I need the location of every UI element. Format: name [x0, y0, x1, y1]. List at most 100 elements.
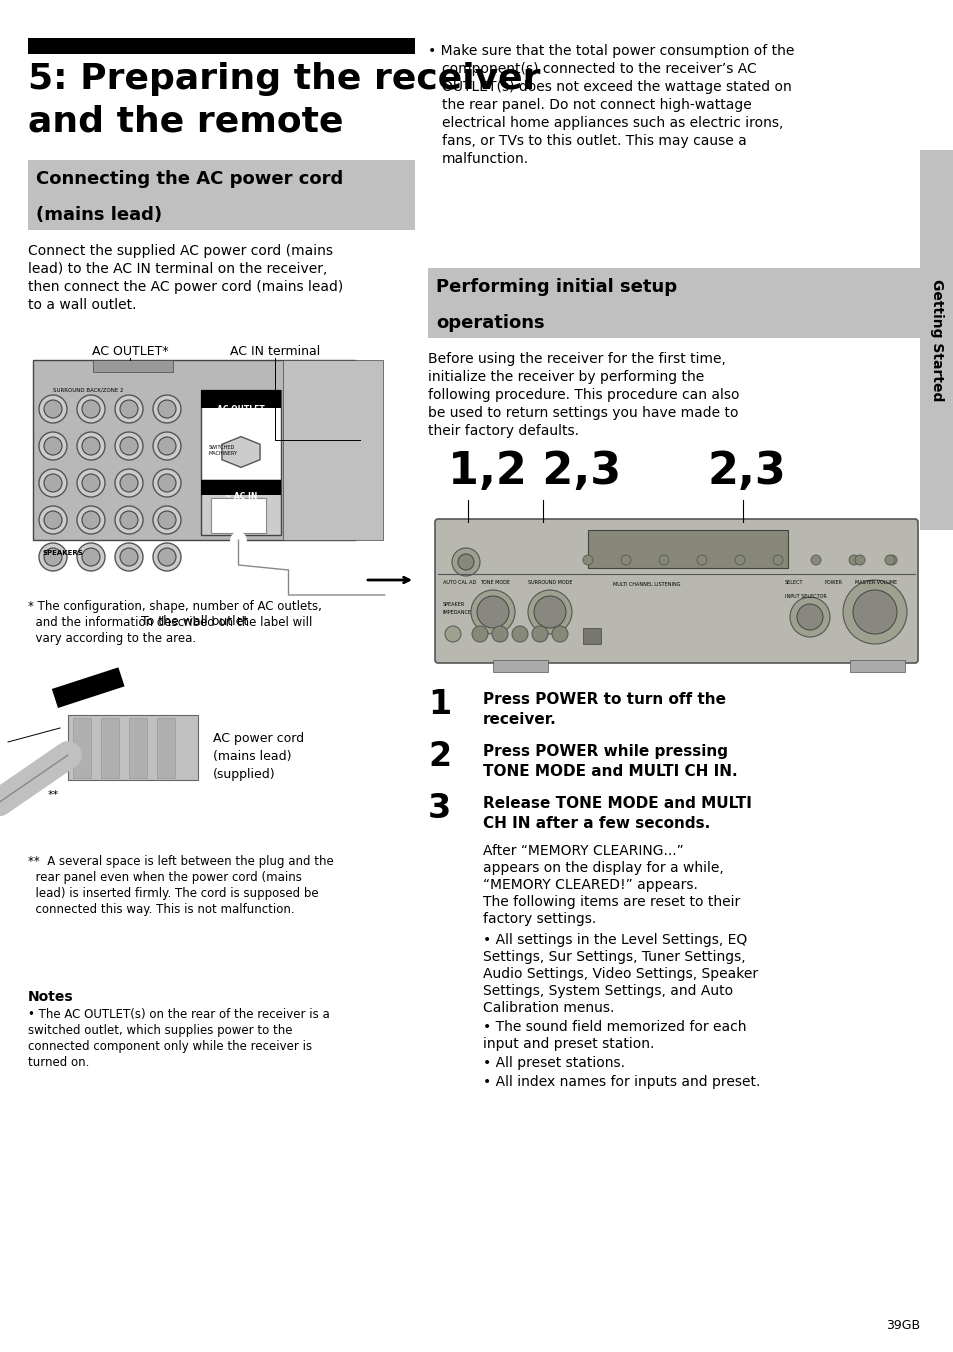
Text: “MEMORY CLEARED!” appears.: “MEMORY CLEARED!” appears. — [482, 877, 698, 892]
Text: AC OUTLET: AC OUTLET — [217, 406, 265, 414]
Text: ~ AC IN: ~ AC IN — [225, 492, 257, 502]
Bar — [201, 480, 281, 535]
Text: SELECT: SELECT — [784, 580, 802, 585]
Circle shape — [82, 548, 100, 566]
Bar — [201, 389, 281, 480]
Circle shape — [796, 604, 822, 630]
Circle shape — [115, 506, 143, 534]
Text: AC OUTLET*: AC OUTLET* — [91, 345, 168, 358]
Text: **  A several space is left between the plug and the: ** A several space is left between the p… — [28, 854, 334, 868]
Text: To the wall outlet: To the wall outlet — [141, 615, 249, 627]
Text: then connect the AC power cord (mains lead): then connect the AC power cord (mains le… — [28, 280, 343, 293]
Circle shape — [534, 596, 565, 627]
Circle shape — [44, 400, 62, 418]
Text: receiver.: receiver. — [482, 713, 557, 727]
Circle shape — [44, 437, 62, 456]
Text: Connecting the AC power cord: Connecting the AC power cord — [36, 170, 343, 188]
Circle shape — [457, 554, 474, 571]
Bar — [587, 530, 787, 568]
Circle shape — [476, 596, 509, 627]
Circle shape — [44, 548, 62, 566]
Circle shape — [77, 395, 105, 423]
Circle shape — [39, 433, 67, 460]
Text: **: ** — [48, 790, 59, 800]
Bar — [101, 718, 119, 777]
Text: switched outlet, which supplies power to the: switched outlet, which supplies power to… — [28, 1023, 293, 1037]
Text: input and preset station.: input and preset station. — [482, 1037, 654, 1051]
Text: and the information described on the label will: and the information described on the lab… — [28, 617, 312, 629]
Text: SURROUND BACK/ZONE 2: SURROUND BACK/ZONE 2 — [53, 388, 123, 393]
Bar — [68, 715, 198, 780]
Circle shape — [886, 556, 896, 565]
Text: The following items are reset to their: The following items are reset to their — [482, 895, 740, 909]
Circle shape — [39, 395, 67, 423]
Bar — [201, 389, 281, 408]
Circle shape — [152, 433, 181, 460]
Circle shape — [120, 548, 138, 566]
Circle shape — [734, 556, 744, 565]
Text: IMPEDANCE: IMPEDANCE — [442, 610, 472, 615]
Text: lead) to the AC IN terminal on the receiver,: lead) to the AC IN terminal on the recei… — [28, 262, 327, 276]
Bar — [428, 268, 919, 338]
Circle shape — [472, 626, 488, 642]
Text: 2,3: 2,3 — [707, 450, 786, 493]
Text: Press POWER to turn off the: Press POWER to turn off the — [482, 692, 725, 707]
Text: the rear panel. Do not connect high-wattage: the rear panel. Do not connect high-watt… — [441, 97, 751, 112]
Bar — [157, 718, 174, 777]
Text: to a wall outlet.: to a wall outlet. — [28, 297, 136, 312]
Text: Press POWER while pressing: Press POWER while pressing — [482, 744, 727, 758]
Text: following procedure. This procedure can also: following procedure. This procedure can … — [428, 388, 739, 402]
Text: Settings, System Settings, and Auto: Settings, System Settings, and Auto — [482, 984, 732, 998]
Text: INPUT SELECTOR: INPUT SELECTOR — [784, 594, 826, 599]
Text: Before using the receiver for the first time,: Before using the receiver for the first … — [428, 352, 725, 366]
Text: initialize the receiver by performing the: initialize the receiver by performing th… — [428, 370, 703, 384]
Circle shape — [82, 437, 100, 456]
FancyBboxPatch shape — [435, 519, 917, 662]
Circle shape — [810, 556, 821, 565]
Text: appears on the display for a while,: appears on the display for a while, — [482, 861, 723, 875]
Circle shape — [39, 469, 67, 498]
Text: Getting Started: Getting Started — [929, 279, 943, 402]
Circle shape — [44, 511, 62, 529]
Text: Notes: Notes — [28, 990, 73, 1005]
Text: AC power cord
(mains lead)
(supplied): AC power cord (mains lead) (supplied) — [213, 731, 304, 781]
Circle shape — [115, 544, 143, 571]
Text: TONE MODE: TONE MODE — [479, 580, 510, 585]
Circle shape — [77, 469, 105, 498]
Bar — [849, 660, 904, 672]
Text: 2: 2 — [428, 740, 451, 773]
Text: 5: Preparing the receiver: 5: Preparing the receiver — [28, 62, 540, 96]
Circle shape — [158, 475, 175, 492]
Text: (mains lead): (mains lead) — [36, 206, 162, 224]
Text: • All settings in the Level Settings, EQ: • All settings in the Level Settings, EQ — [482, 933, 746, 946]
Text: Settings, Sur Settings, Tuner Settings,: Settings, Sur Settings, Tuner Settings, — [482, 950, 745, 964]
Text: AC IN terminal: AC IN terminal — [230, 345, 320, 358]
Bar — [28, 38, 415, 54]
Text: their factory defaults.: their factory defaults. — [428, 425, 578, 438]
Circle shape — [158, 511, 175, 529]
Text: 39GB: 39GB — [885, 1320, 919, 1332]
Text: SURROUND MODE: SURROUND MODE — [527, 580, 572, 585]
Text: operations: operations — [436, 314, 544, 333]
Bar — [33, 360, 355, 539]
Text: * The configuration, shape, number of AC outlets,: * The configuration, shape, number of AC… — [28, 600, 321, 612]
Text: CH IN after a few seconds.: CH IN after a few seconds. — [482, 817, 709, 831]
Text: OUTLET(s) does not exceed the wattage stated on: OUTLET(s) does not exceed the wattage st… — [441, 80, 791, 95]
Bar — [129, 718, 147, 777]
Circle shape — [842, 580, 906, 644]
Text: fans, or TVs to this outlet. This may cause a: fans, or TVs to this outlet. This may ca… — [441, 134, 746, 147]
Text: rear panel even when the power cord (mains: rear panel even when the power cord (mai… — [28, 871, 301, 884]
Text: Connect the supplied AC power cord (mains: Connect the supplied AC power cord (main… — [28, 243, 333, 258]
Circle shape — [452, 548, 479, 576]
Bar — [493, 660, 547, 672]
Circle shape — [77, 544, 105, 571]
Text: 1,2 2,3: 1,2 2,3 — [448, 450, 620, 493]
Circle shape — [884, 556, 894, 565]
Bar — [283, 360, 382, 539]
Text: and the remote: and the remote — [28, 104, 343, 138]
Text: • All preset stations.: • All preset stations. — [482, 1056, 624, 1069]
Circle shape — [77, 506, 105, 534]
Circle shape — [512, 626, 527, 642]
Circle shape — [82, 400, 100, 418]
Circle shape — [158, 548, 175, 566]
